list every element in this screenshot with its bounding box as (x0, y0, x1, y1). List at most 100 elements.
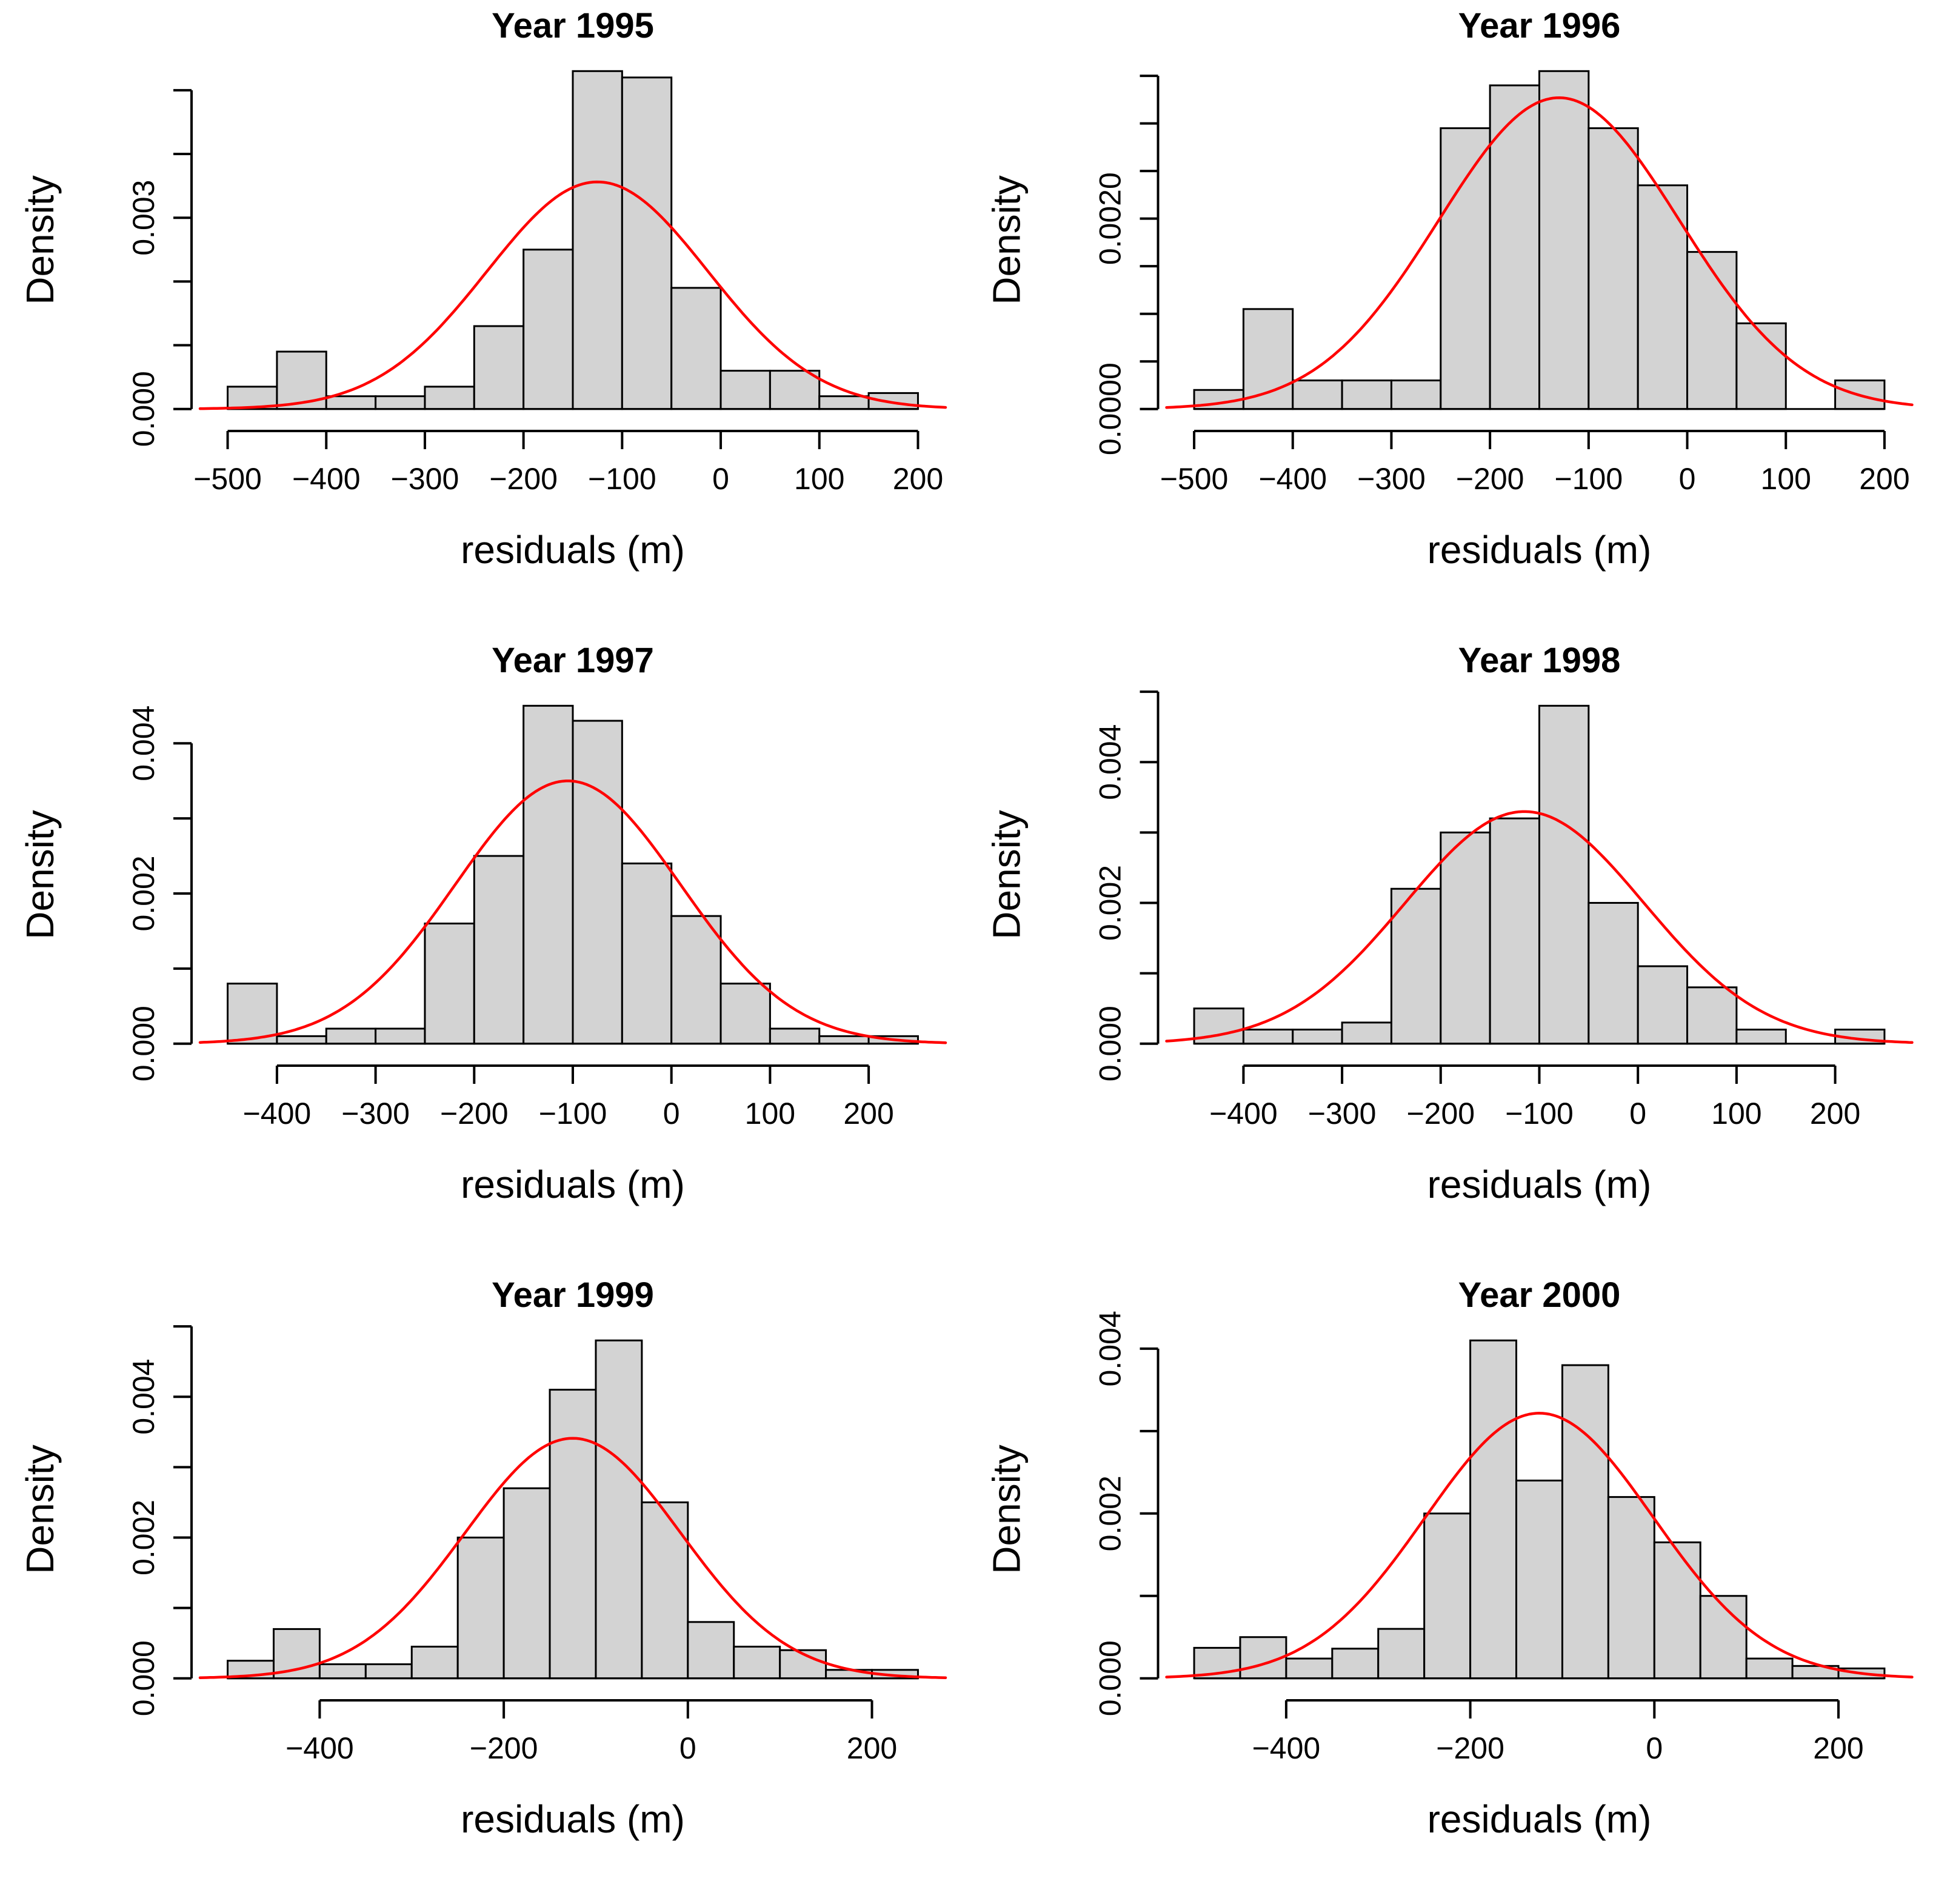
x-tick-label: 100 (1711, 1097, 1761, 1131)
x-tick-label: −400 (243, 1097, 312, 1131)
histogram-bar (719, 370, 771, 410)
histogram-panel-year-1997: Year 1997 −400 −300 −200 −100 0 100 200 residual… (0, 635, 966, 1269)
histogram-bar (473, 855, 525, 1045)
x-tick-label: 200 (847, 1731, 897, 1765)
panel-title: Year 1996 (1458, 6, 1621, 45)
histogram-bar (1285, 1657, 1334, 1680)
histogram-bar (1440, 831, 1491, 1045)
histogram-bar (1587, 901, 1639, 1045)
histogram-bar (549, 1389, 597, 1680)
histogram-bar (424, 386, 475, 410)
x-tick-label: −500 (1160, 462, 1229, 496)
x-axis-label: residuals (m) (1427, 528, 1652, 572)
panel-title: Year 1997 (492, 641, 654, 680)
x-tick-label: 200 (1813, 1731, 1863, 1765)
x-tick-label: −400 (1209, 1097, 1278, 1131)
x-tick-label: −100 (539, 1097, 607, 1131)
panel-title: Year 2000 (1458, 1275, 1621, 1315)
panel-svg-3: Year 1998 −400 −300 −200 −100 0 100 200 residual… (985, 641, 1914, 1206)
x-tick-label: −100 (1505, 1097, 1574, 1131)
histogram-bar (1587, 127, 1639, 410)
histogram-bar (1377, 1628, 1426, 1680)
y-tick-label: 0.002 (1093, 1475, 1127, 1551)
panel-title: Year 1999 (492, 1275, 654, 1315)
histogram-bar (1538, 70, 1590, 410)
histogram-bar (325, 395, 377, 410)
y-tick-label: 0.004 (1093, 1311, 1127, 1386)
histogram-bar (719, 983, 771, 1045)
x-axis-label: residuals (m) (461, 1163, 685, 1206)
histogram-bar (522, 249, 574, 410)
histogram-bar (325, 1027, 377, 1045)
histogram-bar (1423, 1512, 1472, 1680)
histogram-bar (1538, 704, 1590, 1045)
y-tick-label: 0.004 (127, 706, 161, 781)
histogram-bar (375, 1027, 426, 1045)
x-tick-label: 200 (1810, 1097, 1860, 1131)
histogram-bar (272, 1628, 321, 1680)
histogram-bar (375, 395, 426, 410)
y-tick-label: 0.000 (127, 371, 161, 447)
x-tick-label: −400 (285, 1731, 354, 1765)
histogram-bar (1390, 887, 1442, 1045)
histogram-bar (867, 392, 919, 410)
normal-density-curve (1165, 1412, 1914, 1679)
histogram-panel-year-1998: Year 1998 −400 −300 −200 −100 0 100 200 residual… (966, 635, 1933, 1269)
y-tick-label: 0.000 (127, 1640, 161, 1716)
y-tick-label: 0.002 (127, 1500, 161, 1575)
histogram-bar (1469, 1339, 1518, 1680)
x-tick-label: −100 (588, 462, 656, 496)
histogram-bar (1515, 1479, 1563, 1680)
x-tick-label: −300 (391, 462, 459, 496)
normal-density-curve (198, 780, 947, 1044)
x-tick-label: 0 (1629, 1097, 1646, 1131)
histogram-bar (670, 915, 722, 1045)
y-tick-label: 0.004 (127, 1359, 161, 1435)
x-tick-label: −300 (1357, 462, 1426, 496)
x-tick-label: −400 (292, 462, 361, 496)
y-tick-label: 0.002 (1093, 865, 1127, 941)
histogram-bar (1489, 84, 1541, 410)
histogram-bar (410, 1645, 459, 1680)
histogram-bar (1331, 1648, 1380, 1680)
x-axis-label: residuals (m) (461, 528, 685, 572)
x-tick-label: 200 (1859, 462, 1909, 496)
histogram-bar (1653, 1541, 1701, 1680)
histogram-bar (670, 287, 722, 410)
histogram-panel-year-1995: Year 1995 −500 −400 −300 −200 −100 0 100 200 resi… (0, 0, 966, 635)
x-tick-label: 200 (893, 462, 943, 496)
x-tick-label: −200 (470, 1731, 538, 1765)
x-tick-label: 0 (1679, 462, 1696, 496)
y-tick-label: 0.000 (1093, 1006, 1127, 1081)
panel-svg-1: Year 1996 −500 −400 −300 −200 −100 0 100 200 resi… (985, 6, 1914, 572)
histogram-bar (502, 1487, 551, 1680)
histogram-bar (276, 1035, 327, 1045)
histogram-bar (621, 862, 673, 1045)
x-axis-label: residuals (m) (1427, 1797, 1652, 1841)
x-tick-label: −200 (1456, 462, 1524, 496)
x-tick-label: −400 (1252, 1731, 1321, 1765)
x-tick-label: −200 (1406, 1097, 1475, 1131)
histogram-bar (1637, 184, 1689, 410)
y-tick-label: 0.000 (1093, 1640, 1127, 1716)
histogram-bar (364, 1663, 413, 1680)
histogram-bar (473, 325, 525, 410)
y-tick-label: 0.0020 (1093, 172, 1127, 265)
histogram-bar (1489, 817, 1541, 1045)
histogram-bar (818, 1035, 870, 1045)
histogram-bar (1242, 308, 1294, 410)
y-axis-label: Density (18, 1445, 62, 1574)
y-tick-label: 0.004 (1093, 724, 1127, 800)
histogram-bar (318, 1663, 367, 1680)
x-tick-label: −400 (1258, 462, 1327, 496)
x-tick-label: −500 (193, 462, 262, 496)
histogram-bar (1735, 1028, 1787, 1045)
panel-title: Year 1995 (492, 6, 654, 45)
y-tick-label: 0.0000 (1093, 362, 1127, 455)
normal-density-curve (198, 1437, 947, 1679)
histogram-bar (1607, 1496, 1655, 1680)
histogram-bar (621, 76, 673, 410)
y-tick-label: 0.002 (127, 855, 161, 931)
histogram-bar (769, 1027, 821, 1045)
